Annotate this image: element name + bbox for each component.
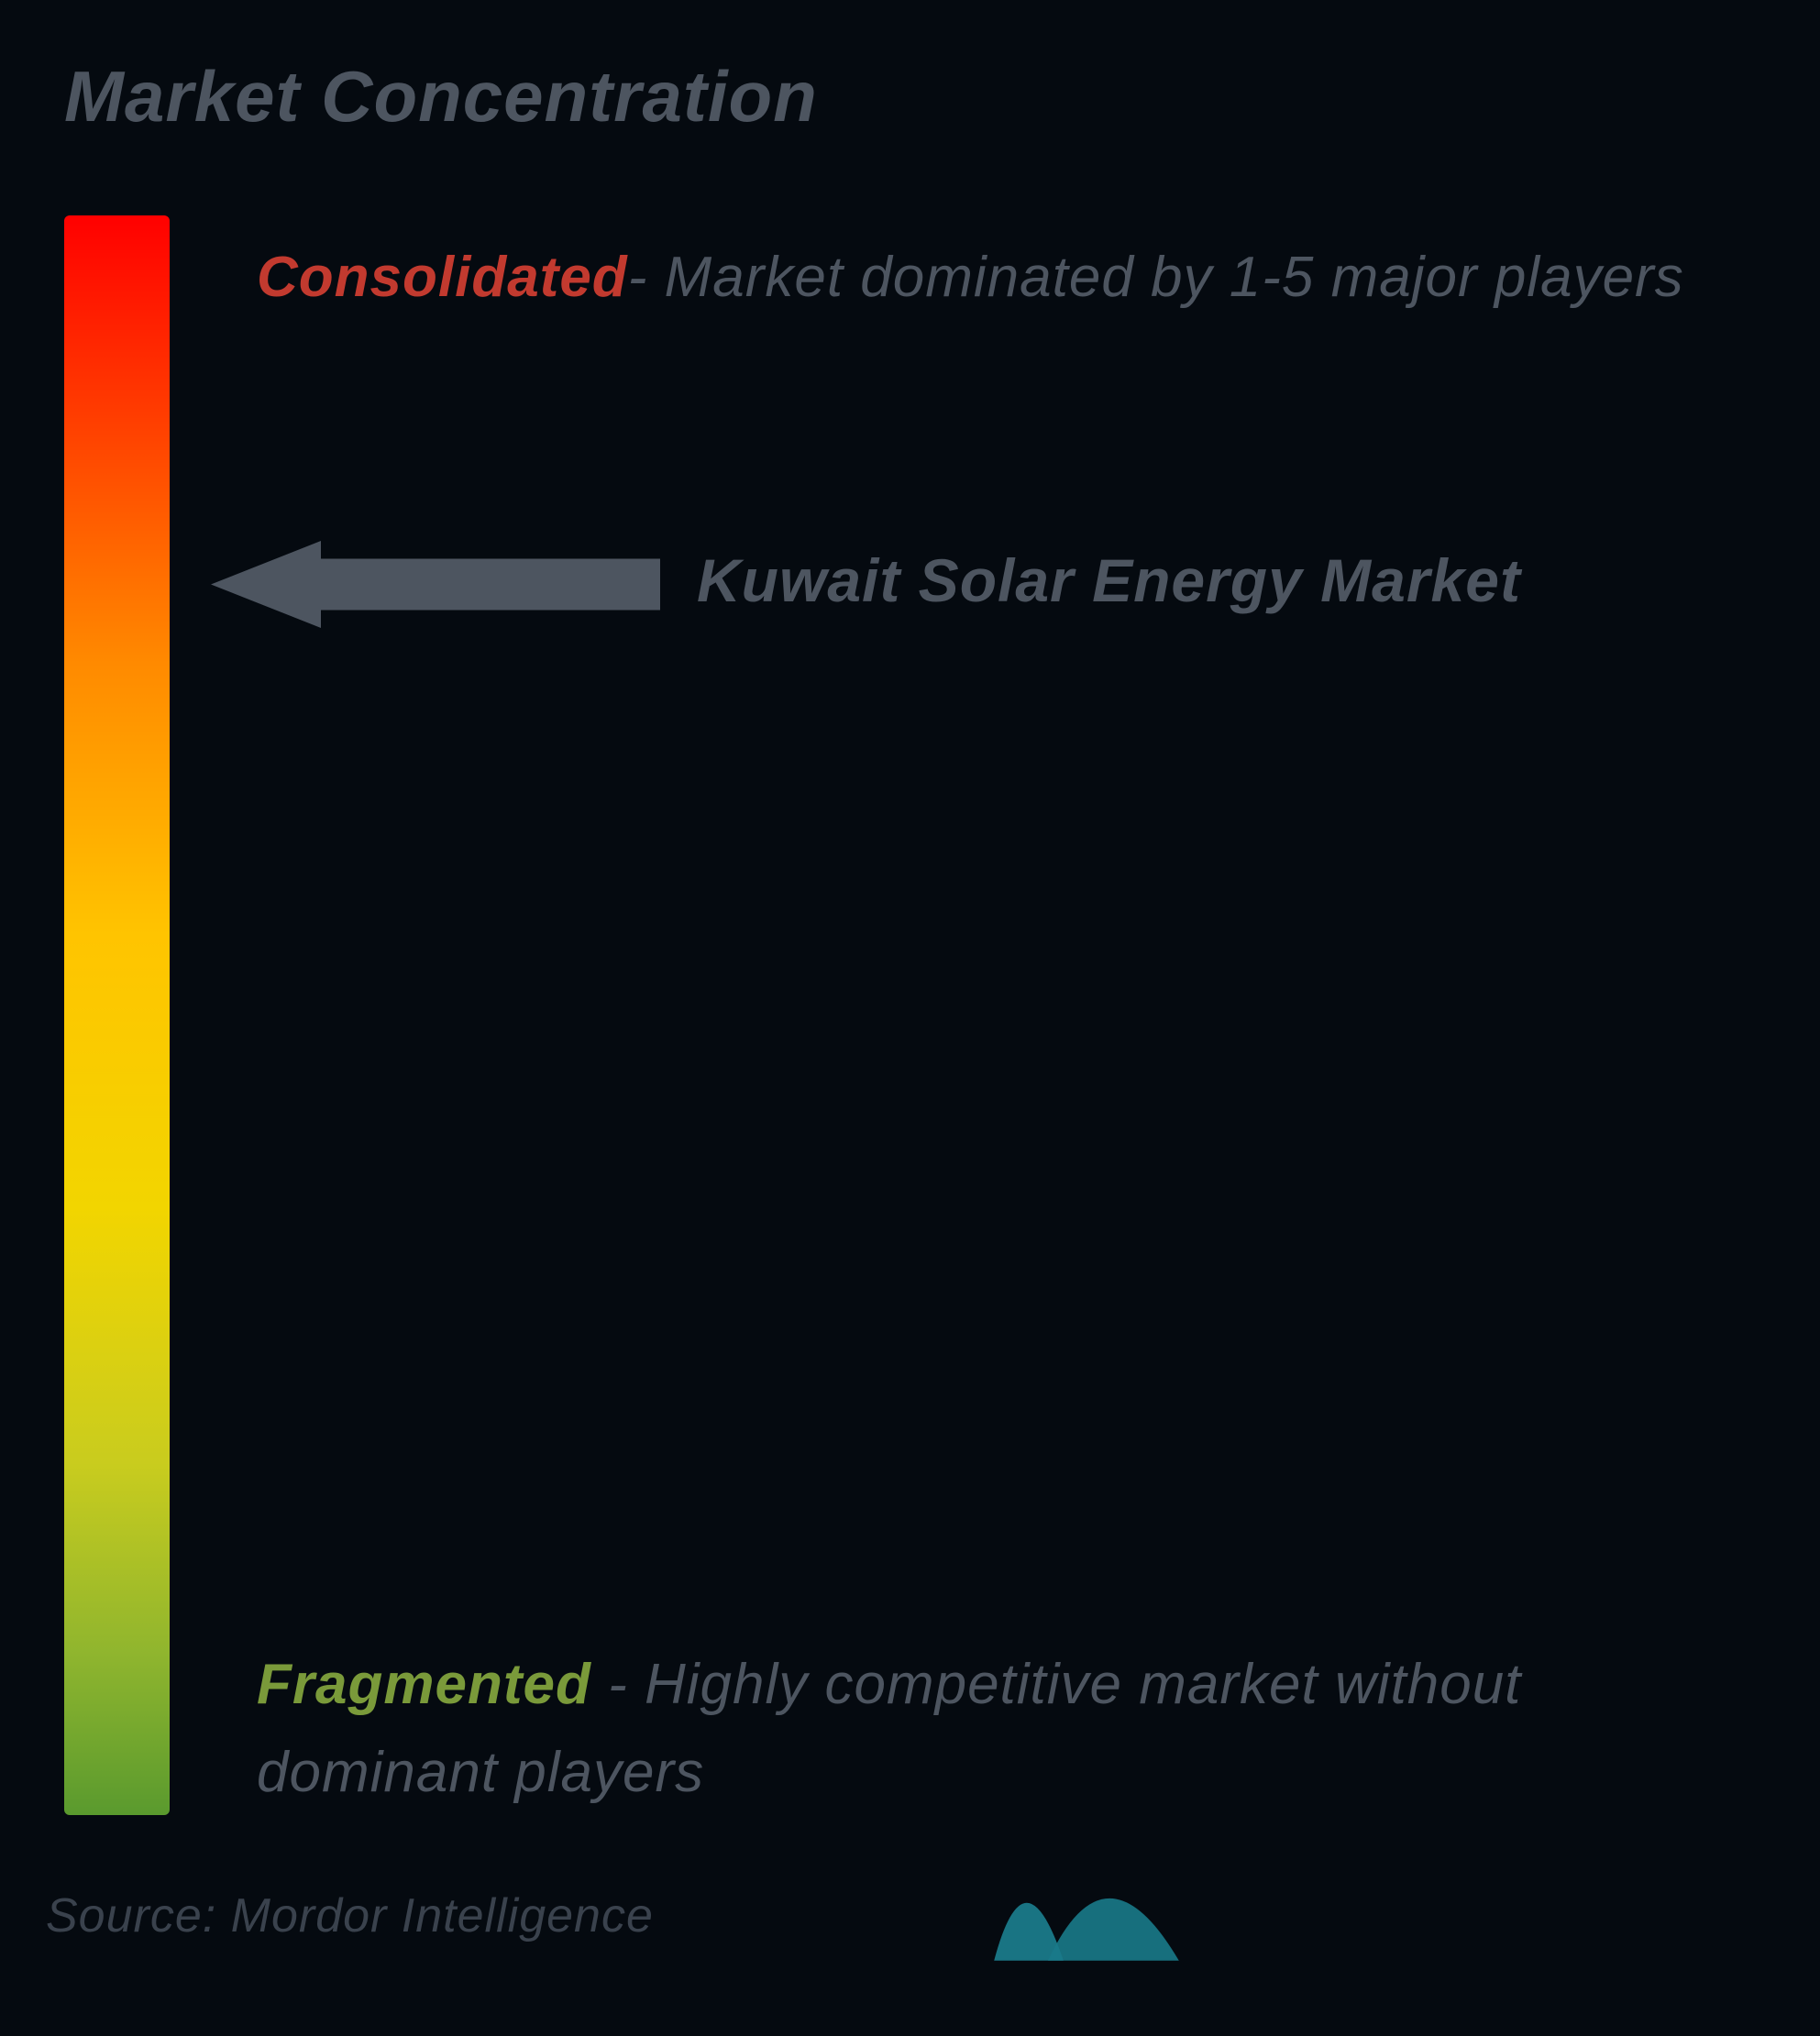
fragmented-description: Fragmented - Highly competitive market w… xyxy=(257,1641,1705,1817)
mordor-logo-icon xyxy=(990,1843,1183,1975)
page-title: Market Concentration xyxy=(64,55,818,138)
market-name-label: Kuwait Solar Energy Market xyxy=(697,545,1521,615)
source-attribution: Source: Mordor Intelligence xyxy=(46,1888,654,1943)
concentration-gradient-bar xyxy=(64,215,170,1815)
consolidated-lead: Consolidated xyxy=(257,246,628,309)
fragmented-lead: Fragmented xyxy=(257,1653,591,1716)
market-pointer-arrow xyxy=(211,541,660,633)
consolidated-description: Consolidated- Market dominated by 1-5 ma… xyxy=(257,234,1684,322)
consolidated-rest: - Market dominated by 1-5 major players xyxy=(628,246,1684,309)
